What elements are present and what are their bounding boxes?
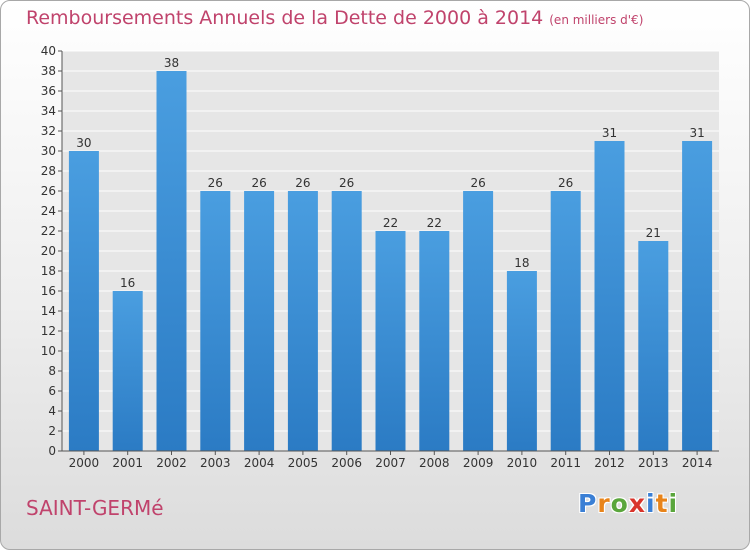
logo-letter: i bbox=[668, 489, 679, 518]
y-tick-label: 10 bbox=[41, 344, 56, 358]
chart-title: Remboursements Annuels de la Dette de 20… bbox=[26, 7, 643, 29]
y-tick-label: 6 bbox=[48, 384, 56, 398]
bar-value-label: 22 bbox=[383, 216, 398, 230]
x-tick-label: 2001 bbox=[112, 456, 143, 470]
bar-value-label: 26 bbox=[295, 176, 310, 190]
logo-letter: o bbox=[610, 489, 629, 518]
bar bbox=[331, 191, 362, 451]
y-tick-label: 22 bbox=[41, 224, 56, 238]
bar-value-label: 26 bbox=[470, 176, 485, 190]
bar bbox=[112, 291, 143, 451]
bar-value-label: 22 bbox=[427, 216, 442, 230]
y-tick-label: 32 bbox=[41, 124, 56, 138]
y-tick-label: 14 bbox=[41, 304, 56, 318]
y-tick-label: 26 bbox=[41, 184, 56, 198]
bar bbox=[550, 191, 581, 451]
x-tick-label: 2010 bbox=[507, 456, 538, 470]
x-tick-label: 2004 bbox=[244, 456, 275, 470]
x-tick-label: 2003 bbox=[200, 456, 231, 470]
bar bbox=[287, 191, 318, 451]
logo-letter: i bbox=[646, 489, 656, 518]
proxiti-logo[interactable]: Proxiti bbox=[578, 489, 678, 518]
logo-letter: t bbox=[655, 489, 669, 518]
bar-value-label: 31 bbox=[602, 126, 617, 140]
y-tick-label: 20 bbox=[41, 244, 56, 258]
chart-title-text: Remboursements Annuels de la Dette de 20… bbox=[26, 7, 544, 29]
x-tick-label: 2008 bbox=[419, 456, 450, 470]
y-tick-label: 18 bbox=[41, 264, 56, 278]
bar-value-label: 26 bbox=[251, 176, 266, 190]
x-tick-label: 2014 bbox=[682, 456, 713, 470]
commune-name: SAINT-GERMé bbox=[26, 496, 164, 520]
bar-value-label: 26 bbox=[208, 176, 223, 190]
x-tick-label: 2007 bbox=[375, 456, 406, 470]
chart-unit: (en milliers d'€) bbox=[549, 13, 644, 27]
x-tick-label: 2006 bbox=[331, 456, 362, 470]
y-tick-label: 24 bbox=[41, 204, 56, 218]
logo-letter: r bbox=[597, 489, 611, 518]
x-tick-label: 2000 bbox=[69, 456, 100, 470]
bar-value-label: 18 bbox=[514, 256, 529, 270]
bar-value-label: 26 bbox=[339, 176, 354, 190]
bar-value-label: 30 bbox=[76, 136, 91, 150]
bar bbox=[506, 271, 537, 451]
bar bbox=[594, 141, 625, 451]
y-tick-label: 36 bbox=[41, 84, 56, 98]
y-tick-label: 16 bbox=[41, 284, 56, 298]
logo-letter: P bbox=[578, 489, 598, 518]
bar bbox=[682, 141, 713, 451]
x-tick-label: 2009 bbox=[463, 456, 494, 470]
x-tick-label: 2013 bbox=[638, 456, 669, 470]
bar bbox=[244, 191, 275, 451]
bar bbox=[638, 241, 669, 451]
y-tick-label: 28 bbox=[41, 164, 56, 178]
y-tick-label: 38 bbox=[41, 64, 56, 78]
y-tick-label: 30 bbox=[41, 144, 56, 158]
x-tick-label: 2011 bbox=[550, 456, 581, 470]
bar bbox=[419, 231, 450, 451]
bar bbox=[156, 71, 187, 451]
y-tick-label: 0 bbox=[48, 444, 56, 458]
bar bbox=[68, 151, 99, 451]
y-tick-label: 8 bbox=[48, 364, 56, 378]
x-tick-label: 2012 bbox=[594, 456, 625, 470]
bar-value-label: 31 bbox=[689, 126, 704, 140]
y-tick-label: 4 bbox=[48, 404, 56, 418]
bar bbox=[200, 191, 231, 451]
bar-value-label: 21 bbox=[646, 226, 661, 240]
logo-letter: x bbox=[628, 489, 646, 518]
y-tick-label: 40 bbox=[41, 44, 56, 58]
y-tick-label: 12 bbox=[41, 324, 56, 338]
bar-value-label: 16 bbox=[120, 276, 135, 290]
bar-value-label: 26 bbox=[558, 176, 573, 190]
x-tick-label: 2002 bbox=[156, 456, 187, 470]
bar bbox=[375, 231, 406, 451]
bar bbox=[463, 191, 494, 451]
bar-value-label: 38 bbox=[164, 56, 179, 70]
y-tick-label: 2 bbox=[48, 424, 56, 438]
y-tick-label: 34 bbox=[41, 104, 56, 118]
x-tick-label: 2005 bbox=[288, 456, 319, 470]
